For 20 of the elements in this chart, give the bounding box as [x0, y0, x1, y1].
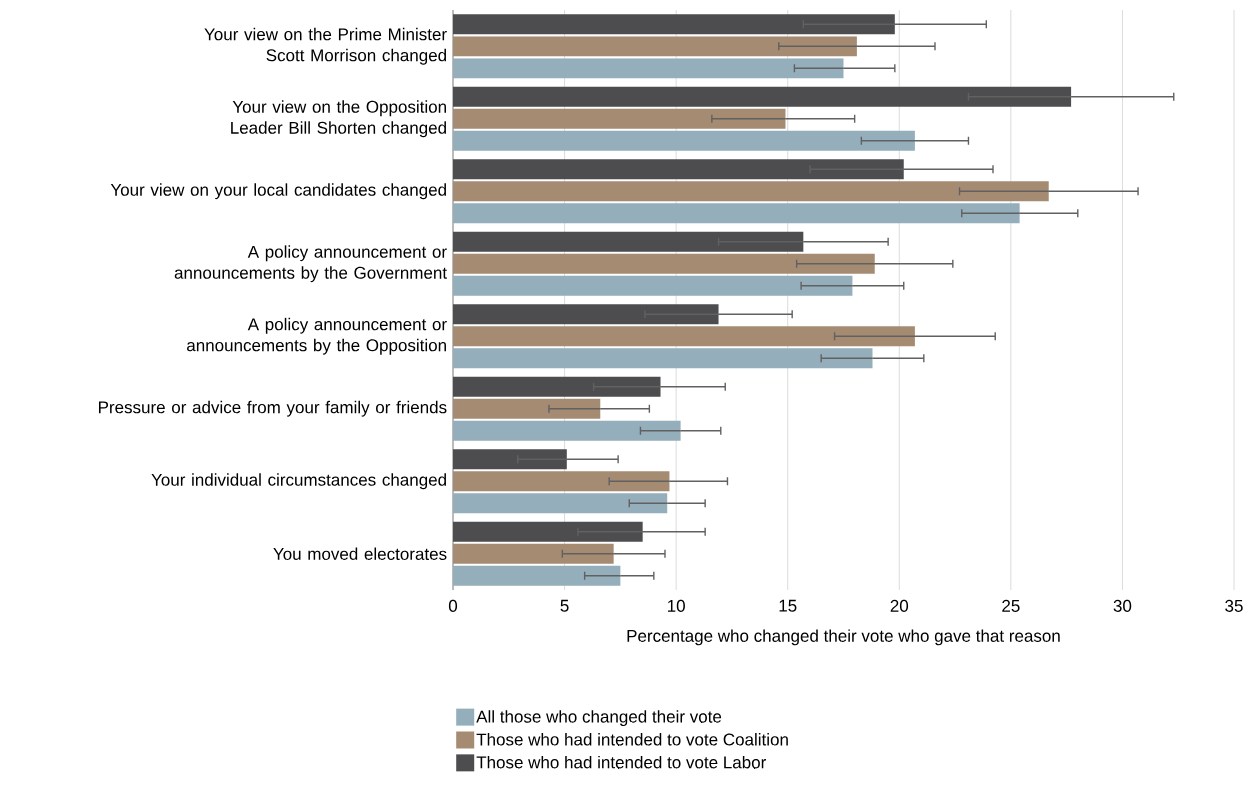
- x-tick-label: 10: [667, 599, 685, 612]
- y-tick-label: Your view on the Prime Minister Scott Morrison changed: [204, 27, 447, 65]
- legend-label: All those who changed their vote: [476, 710, 722, 727]
- y-tick-label: Your view on the Opposition Leader Bill Shorten changed: [231, 100, 446, 138]
- x-axis-title: Percentage who changed their vote who gave that reason: [627, 629, 1060, 646]
- x-tick-label: 5: [560, 599, 569, 612]
- y-tick-label: A policy announcement or announcements by the Government: [174, 245, 447, 283]
- y-tick-label: Your view on your local candidates changed: [110, 183, 446, 200]
- y-tick-label: You moved electorates: [273, 547, 447, 560]
- x-tick-label: 15: [779, 599, 797, 612]
- legend-label: Those who had intended to vote Coalition: [476, 733, 788, 746]
- x-tick-label: 35: [1225, 599, 1243, 612]
- x-tick-label: 20: [890, 599, 909, 612]
- x-tick-label: 0: [448, 599, 458, 612]
- y-tick-label: Pressure or advice from your family or friends: [98, 400, 447, 417]
- x-tick-label: 25: [1002, 599, 1020, 612]
- x-tick-label: 30: [1113, 599, 1132, 612]
- y-tick-label: A policy announcement or announcements by the Opposition: [187, 317, 447, 355]
- legend-label: Those who had intended to vote Labor: [476, 755, 766, 769]
- y-tick-label: Your individual circumstances changed: [151, 473, 446, 490]
